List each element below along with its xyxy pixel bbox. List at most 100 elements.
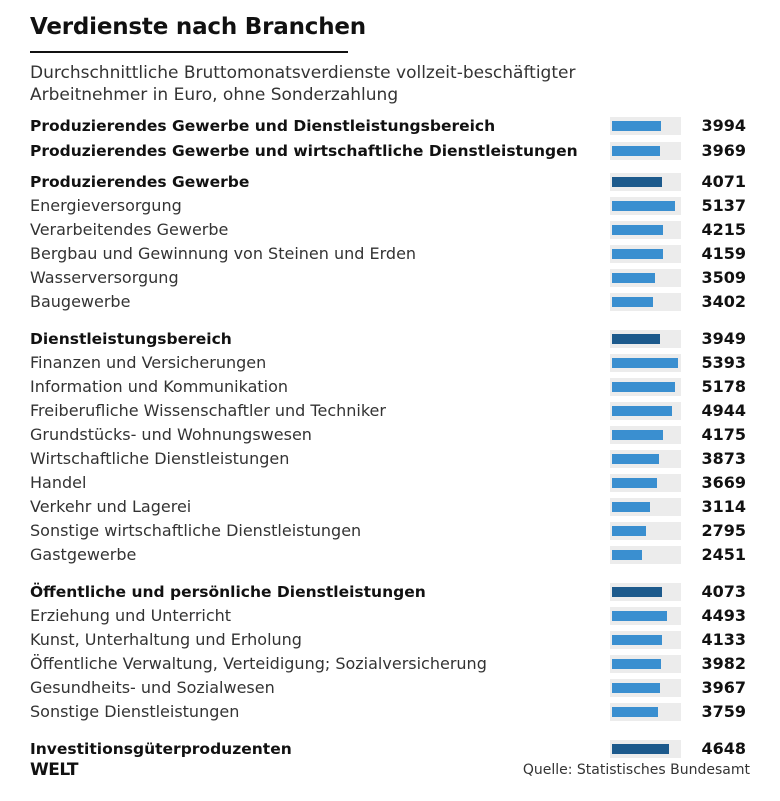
row-label: Gesundheits- und Sozialwesen [30, 678, 275, 697]
row-label: Produzierendes Gewerbe [30, 173, 250, 191]
bar-track [610, 173, 681, 191]
row-value: 3994 [701, 116, 746, 135]
chart-row: Dienstleistungsbereich 3949 [0, 327, 780, 351]
title-underline [30, 51, 348, 53]
bar-track [610, 583, 681, 601]
row-label: Verkehr und Lagerei [30, 497, 192, 516]
bar-track [610, 522, 681, 540]
row-value: 3509 [701, 268, 746, 287]
bar [612, 225, 663, 235]
bar [612, 382, 675, 392]
row-value: 4073 [701, 582, 746, 601]
row-label: Dienstleistungsbereich [30, 330, 232, 348]
bar-track [610, 402, 681, 420]
chart-row: Produzierendes Gewerbe und wirtschaftlic… [0, 139, 780, 163]
row-label: Kunst, Unterhaltung und Erholung [30, 630, 302, 649]
chart-row: Information und Kommunikation 5178 [0, 375, 780, 399]
row-label: Baugewerbe [30, 292, 131, 311]
row-value: 4944 [701, 401, 746, 420]
chart-row: Finanzen und Versicherungen 5393 [0, 351, 780, 375]
bar-track [610, 221, 681, 239]
chart-row: Freiberufliche Wissenschaftler und Techn… [0, 399, 780, 423]
welt-logo: WELT [30, 760, 78, 780]
chart-row: Baugewerbe 3402 [0, 290, 780, 314]
row-value: 3669 [701, 473, 746, 492]
bar-track [610, 245, 681, 263]
row-value: 3982 [701, 654, 746, 673]
bar [612, 635, 662, 645]
row-label: Öffentliche Verwaltung, Verteidigung; So… [30, 654, 487, 673]
bar [612, 430, 663, 440]
row-value: 4175 [701, 425, 746, 444]
row-label: Wirtschaftliche Dienstleistungen [30, 449, 290, 468]
bar [612, 177, 662, 187]
bar [612, 334, 660, 344]
chart-title: Verdienste nach Branchen [30, 14, 366, 40]
chart-row: Sonstige wirtschaftliche Dienstleistunge… [0, 519, 780, 543]
bar [612, 707, 658, 717]
row-label: Sonstige wirtschaftliche Dienstleistunge… [30, 521, 362, 540]
row-label: Information und Kommunikation [30, 377, 289, 396]
bar [612, 478, 657, 488]
bar-track [610, 142, 681, 160]
bar [612, 587, 662, 597]
bar [612, 454, 659, 464]
row-value: 3967 [701, 678, 746, 697]
bar-track [610, 117, 681, 135]
bar-track [610, 607, 681, 625]
bar-track [610, 703, 681, 721]
bar [612, 683, 660, 693]
chart-row: Öffentliche und persönliche Dienstleistu… [0, 580, 780, 604]
row-value: 4648 [701, 739, 746, 758]
row-label: Handel [30, 473, 87, 492]
chart-row: Produzierendes Gewerbe 4071 [0, 170, 780, 194]
bar-track [610, 426, 681, 444]
row-label: Produzierendes Gewerbe und Dienstleistun… [30, 117, 496, 135]
chart-row: Energieversorgung 5137 [0, 194, 780, 218]
row-label: Investitionsgüterproduzenten [30, 740, 292, 758]
row-value: 3873 [701, 449, 746, 468]
row-value: 4215 [701, 220, 746, 239]
bar-track [610, 631, 681, 649]
row-label: Produzierendes Gewerbe und wirtschaftlic… [30, 142, 578, 160]
chart-row: Gastgewerbe 2451 [0, 543, 780, 567]
bar-track [610, 740, 681, 758]
row-value: 4159 [701, 244, 746, 263]
bar [612, 273, 655, 283]
chart-row: Gesundheits- und Sozialwesen 3967 [0, 676, 780, 700]
row-value: 4071 [701, 172, 746, 191]
row-label: Energieversorgung [30, 196, 182, 215]
chart-row: Erziehung und Unterricht 4493 [0, 604, 780, 628]
bar-track [610, 474, 681, 492]
chart-row: Öffentliche Verwaltung, Verteidigung; So… [0, 652, 780, 676]
row-value: 4133 [701, 630, 746, 649]
bar [612, 146, 660, 156]
bar [612, 201, 675, 211]
row-value: 3759 [701, 702, 746, 721]
bar-track [610, 330, 681, 348]
bar-track [610, 378, 681, 396]
bar [612, 121, 661, 131]
bar-track [610, 450, 681, 468]
bar [612, 249, 663, 259]
bar [612, 406, 672, 416]
row-label: Öffentliche und persönliche Dienstleistu… [30, 583, 426, 601]
row-label: Sonstige Dienstleistungen [30, 702, 240, 721]
chart-row: Bergbau und Gewinnung von Steinen und Er… [0, 242, 780, 266]
row-label: Verarbeitendes Gewerbe [30, 220, 229, 239]
row-value: 3949 [701, 329, 746, 348]
source-note: Quelle: Statistisches Bundesamt [522, 762, 750, 778]
chart-row: Wirtschaftliche Dienstleistungen 3873 [0, 447, 780, 471]
chart-row: Verarbeitendes Gewerbe 4215 [0, 218, 780, 242]
row-label: Grundstücks- und Wohnungswesen [30, 425, 312, 444]
bar [612, 358, 678, 368]
bar [612, 611, 667, 621]
bar-track [610, 197, 681, 215]
row-label: Gastgewerbe [30, 545, 137, 564]
chart-row: Kunst, Unterhaltung und Erholung 4133 [0, 628, 780, 652]
bar [612, 502, 650, 512]
row-value: 3969 [701, 141, 746, 160]
bar [612, 550, 642, 560]
row-label: Finanzen und Versicherungen [30, 353, 267, 372]
chart-row: Wasserversorgung 3509 [0, 266, 780, 290]
